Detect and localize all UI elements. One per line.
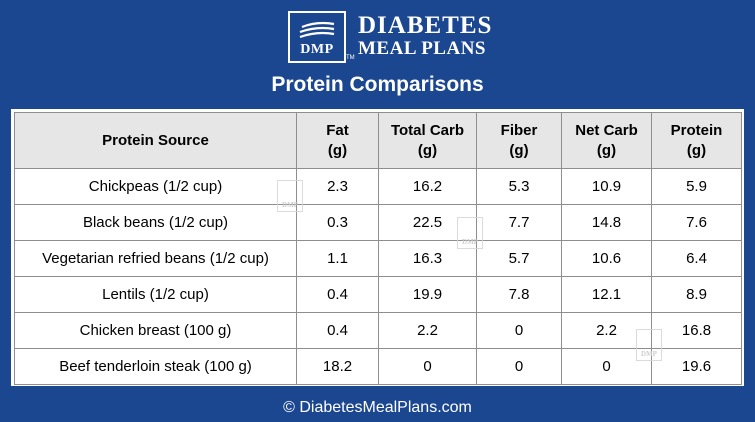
header-fat: Fat (g) xyxy=(296,112,379,169)
cell-total-carb: 16.3 xyxy=(378,240,477,277)
header-total-carb: Total Carb (g) xyxy=(378,112,477,169)
cell-fat: 0.4 xyxy=(296,276,379,313)
cell-net-carb: 12.1 xyxy=(561,276,652,313)
cell-source: Vegetarian refried beans (1/2 cup) xyxy=(14,240,297,277)
cell-total-carb: 16.2 xyxy=(378,168,477,205)
logo-wordmark-line1: DIABETES xyxy=(358,12,493,39)
table-frame: Protein Source Fat (g) Total Carb (g) Fibe… xyxy=(11,109,744,386)
cell-total-carb: 0 xyxy=(378,348,477,385)
cell-fiber: 5.3 xyxy=(476,168,562,205)
header-protein: Protein (g) xyxy=(651,112,742,169)
table-row: Vegetarian refried beans (1/2 cup) 1.1 1… xyxy=(14,240,742,277)
cell-net-carb: 14.8 xyxy=(561,204,652,241)
brand-logo: DMP TM DIABETES MEAL PLANS xyxy=(286,10,496,64)
cell-fat: 0.3 xyxy=(296,204,379,241)
cell-source: Chickpeas (1/2 cup) xyxy=(14,168,297,205)
cell-protein: 6.4 xyxy=(651,240,742,277)
cell-total-carb: 2.2 xyxy=(378,312,477,349)
cell-protein: 8.9 xyxy=(651,276,742,313)
cell-source: Lentils (1/2 cup) xyxy=(14,276,297,313)
header-net-carb: Net Carb (g) xyxy=(561,112,652,169)
cell-fiber: 5.7 xyxy=(476,240,562,277)
table-header-row: Protein Source Fat (g) Total Carb (g) Fibe… xyxy=(14,112,742,169)
cell-fiber: 7.7 xyxy=(476,204,562,241)
cell-protein: 19.6 xyxy=(651,348,742,385)
cell-fiber: 0 xyxy=(476,312,562,349)
table-row: Chicken breast (100 g) 0.4 2.2 0 2.2 16.… xyxy=(14,312,742,349)
table-row: Black beans (1/2 cup) 0.3 22.5 7.7 14.8 … xyxy=(14,204,742,241)
cell-net-carb: 10.9 xyxy=(561,168,652,205)
cell-source: Chicken breast (100 g) xyxy=(14,312,297,349)
table-row: Beef tenderloin steak (100 g) 18.2 0 0 0… xyxy=(14,348,742,385)
cell-fat: 1.1 xyxy=(296,240,379,277)
logo-mark-text: DMP xyxy=(300,42,334,57)
cell-source: Beef tenderloin steak (100 g) xyxy=(14,348,297,385)
logo-mark: DMP xyxy=(288,11,346,63)
cell-fat: 18.2 xyxy=(296,348,379,385)
wave-lines-icon xyxy=(299,21,335,39)
cell-net-carb: 2.2 xyxy=(561,312,652,349)
cell-protein: 5.9 xyxy=(651,168,742,205)
cell-fat: 2.3 xyxy=(296,168,379,205)
protein-comparison-table: Protein Source Fat (g) Total Carb (g) Fibe… xyxy=(14,112,742,385)
trademark-symbol: TM xyxy=(346,55,355,61)
header-fiber: Fiber (g) xyxy=(476,112,562,169)
cell-protein: 16.8 xyxy=(651,312,742,349)
copyright-footer: © DiabetesMealPlans.com xyxy=(283,399,472,416)
cell-fiber: 7.8 xyxy=(476,276,562,313)
page-title: Protein Comparisons xyxy=(271,73,484,96)
cell-fat: 0.4 xyxy=(296,312,379,349)
cell-net-carb: 0 xyxy=(561,348,652,385)
cell-protein: 7.6 xyxy=(651,204,742,241)
cell-net-carb: 10.6 xyxy=(561,240,652,277)
logo-wordmark-line2: MEAL PLANS xyxy=(358,38,486,59)
cell-source: Black beans (1/2 cup) xyxy=(14,204,297,241)
cell-fiber: 0 xyxy=(476,348,562,385)
cell-total-carb: 19.9 xyxy=(378,276,477,313)
table-row: Chickpeas (1/2 cup) 2.3 16.2 5.3 10.9 5.… xyxy=(14,168,742,205)
header-protein-source: Protein Source xyxy=(14,112,297,169)
cell-total-carb: 22.5 xyxy=(378,204,477,241)
table-row: Lentils (1/2 cup) 0.4 19.9 7.8 12.1 8.9 xyxy=(14,276,742,313)
